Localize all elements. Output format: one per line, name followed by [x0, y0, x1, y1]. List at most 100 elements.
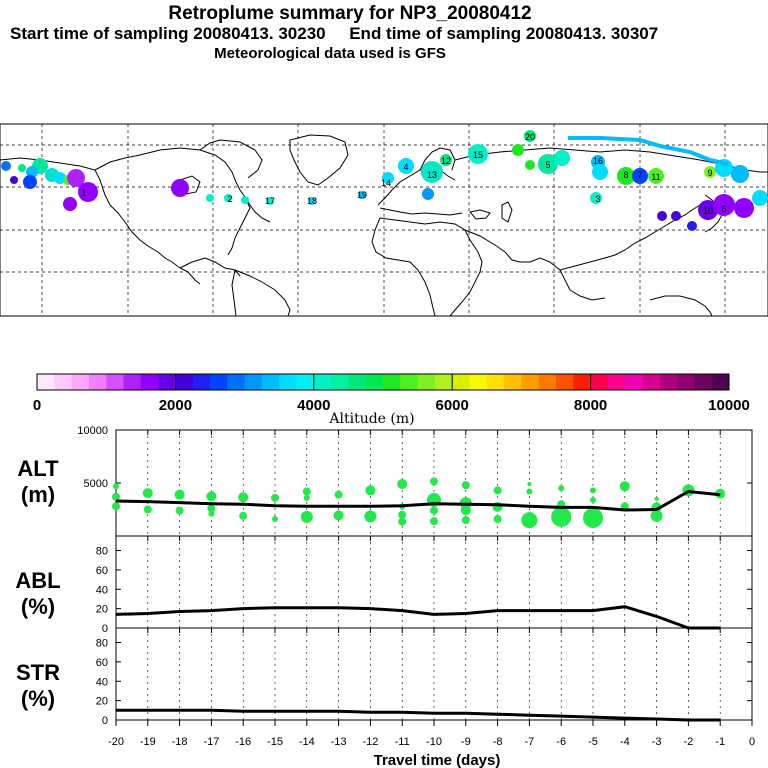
scatter-point	[113, 483, 119, 490]
plume-marker	[67, 169, 85, 187]
colorbar-tick-label: 8000	[574, 397, 607, 414]
plume-marker	[468, 144, 488, 164]
plume-marker	[382, 172, 394, 184]
plume-marker	[241, 196, 249, 204]
scatter-point	[430, 517, 438, 526]
plume-marker	[590, 192, 602, 204]
series-line	[116, 708, 721, 722]
plume-marker	[171, 179, 189, 197]
scatter-point	[527, 482, 532, 487]
colorbar-cell	[313, 374, 332, 390]
scatter-point	[430, 506, 438, 515]
colorbar-cell	[417, 374, 436, 390]
plume-number-label: 9	[707, 168, 712, 178]
colorbar-label: Altitude (m)	[328, 411, 414, 427]
plume-marker	[23, 175, 37, 189]
colorbar-cell	[261, 374, 280, 390]
panel-str: 0 20 40 60 80 STR(%)	[16, 627, 753, 727]
scatter-point	[397, 479, 408, 490]
scatter-point	[590, 496, 596, 503]
sampling-time-line: Start time of sampling 20080413. 30230 E…	[10, 24, 659, 43]
scatter-point	[365, 485, 376, 496]
scatter-point	[619, 481, 630, 492]
plume-number-label: 1	[81, 188, 86, 198]
scatter-point	[112, 492, 120, 501]
panel-abl: 0 20 40 60 80 ABL(%)	[15, 535, 753, 635]
colorbar-cell	[486, 374, 505, 390]
met-data-line: Meteorological data used is GFS	[214, 45, 446, 62]
series-line	[115, 489, 721, 512]
plume-number-label: 6	[721, 204, 726, 214]
plume-marker	[63, 197, 77, 211]
plume-marker	[421, 161, 443, 183]
scatter-point	[620, 502, 629, 511]
x-axis: -20 -19 -18 -17 -16 -15 -14 -13 -12 -11 -10 -9 -8 -7-…	[108, 720, 755, 748]
colorbar-cell	[123, 374, 142, 390]
colorbar-cell	[296, 374, 315, 390]
y-tick-label: 20	[96, 604, 108, 616]
y-axis-label: STR	[16, 660, 60, 685]
x-tick-label: -20	[108, 736, 124, 748]
scatter-point	[112, 502, 120, 511]
plume-marker	[524, 130, 536, 142]
scatter-point	[521, 512, 538, 529]
plume-number-label: 3	[595, 194, 600, 204]
colorbar-cell	[677, 374, 695, 390]
y-tick-label: 60	[96, 565, 108, 577]
plume-number-label: 16	[593, 156, 603, 166]
colorbar-cell	[590, 374, 609, 390]
plume-number-label: 15	[473, 150, 483, 160]
colorbar-tick-label: 4000	[297, 397, 330, 414]
x-tick-label: -13	[331, 736, 347, 748]
x-tick-label: -3	[652, 736, 662, 748]
plume-marker	[224, 194, 232, 202]
plume-marker	[266, 197, 274, 205]
scatter-point	[271, 493, 279, 502]
y-tick-label: 0	[102, 623, 108, 635]
plume-marker	[752, 190, 768, 206]
y-tick-label: 40	[96, 676, 108, 688]
scatter-point	[650, 509, 663, 522]
scatter-point	[333, 510, 344, 521]
x-tick-label: -14	[299, 736, 315, 748]
y-tick-label: 80	[96, 638, 108, 650]
scatter-point	[398, 510, 407, 519]
plume-marker	[308, 197, 316, 205]
plume-number-label: 13	[427, 170, 437, 180]
y-tick-label: 0	[102, 715, 108, 727]
plume-marker	[538, 154, 558, 174]
colorbar-cell	[469, 374, 488, 390]
plume-number-label: 7	[637, 170, 642, 180]
plume-number-label: 17	[265, 196, 275, 206]
x-tick-label: -17	[203, 736, 219, 748]
colorbar-cell	[556, 374, 574, 390]
scatter-point	[206, 491, 217, 502]
y-axis-unit: (%)	[21, 686, 55, 711]
colorbar-tick-label: 2000	[159, 397, 192, 414]
colorbar-cell	[625, 374, 643, 390]
plume-number-label: 19	[357, 190, 367, 200]
y-tick-label: 20	[96, 696, 108, 708]
scatter-point	[398, 517, 407, 526]
plume-marker	[632, 168, 648, 184]
plume-marker	[648, 168, 664, 184]
plume-marker	[731, 165, 749, 183]
colorbar-cell	[175, 374, 194, 390]
plume-marker	[592, 164, 608, 180]
colorbar-tick-label: 6000	[436, 397, 469, 414]
scatter-point	[493, 486, 502, 495]
x-tick-label: -9	[461, 736, 471, 748]
plume-marker	[358, 191, 366, 199]
plume-marker	[10, 176, 18, 184]
scatter-point	[461, 481, 470, 490]
x-tick-label: 0	[749, 736, 755, 748]
plume-marker	[554, 150, 570, 166]
colorbar-tick-label: 10000	[708, 397, 750, 414]
x-tick-label: -12	[362, 736, 378, 748]
scatter-point	[207, 504, 216, 513]
scatter-point	[460, 505, 471, 516]
y-axis-label: ALT	[17, 456, 59, 481]
scatter-point	[143, 505, 152, 514]
colorbar-cell	[331, 374, 349, 390]
x-tick-label: -10	[426, 736, 442, 748]
